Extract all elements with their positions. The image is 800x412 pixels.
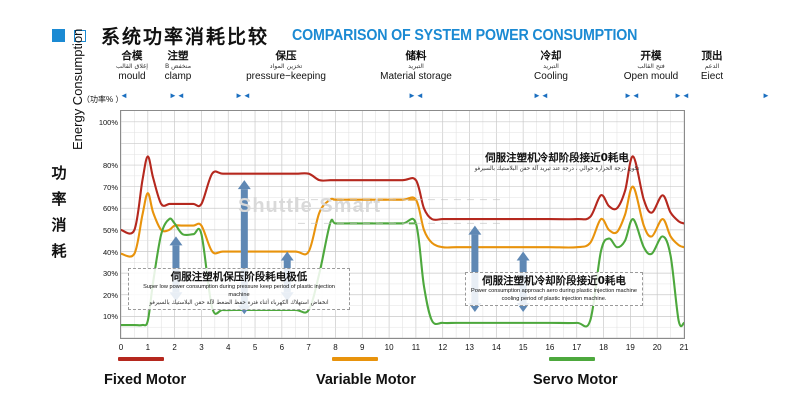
x-tick-label: 16 <box>545 343 555 352</box>
x-tick-label: 15 <box>518 343 528 352</box>
phase-ar: فتح القالب <box>637 63 665 70</box>
x-tick-label: 10 <box>384 343 394 352</box>
x-tick-label: 21 <box>679 343 689 352</box>
x-tick-label: 6 <box>279 343 285 352</box>
x-tick-label: 3 <box>199 343 204 352</box>
phase-ar: منخفض B <box>164 63 192 70</box>
y-tick-label: 100% <box>98 117 118 127</box>
phase-cn: 保压 <box>275 50 297 62</box>
callout-pressure-low-en: Super low power consumption during press… <box>143 284 335 298</box>
x-tick-label: 1 <box>145 343 151 352</box>
phase-divider-marker: ► <box>762 91 770 100</box>
phase-divider-marker: ◄ <box>120 91 128 100</box>
y-tick-label: 10% <box>102 312 118 322</box>
phase-header-mould: 合模 إغلاق القالب mould <box>87 50 177 83</box>
x-tick-label: 19 <box>625 343 635 352</box>
phase-en: pressure−keeping <box>246 71 326 82</box>
y-axis-label-chinese: 功率消耗 <box>51 164 67 260</box>
callout-pressure-low-cn: 伺服注塑机保压阶段耗电极低 <box>170 271 308 283</box>
callout-cooling-top-ar: تكون درجة الحرارة حوالي ، درجة عند تبريد… <box>474 166 640 172</box>
phase-en: clamp <box>164 71 192 82</box>
callout-pressure-low: 伺服注塑机保压阶段耗电极低 Super low power consumptio… <box>128 268 350 310</box>
x-tick-label: 9 <box>360 343 365 352</box>
y-tick-label: 80% <box>102 161 118 171</box>
y-tick-label: 20% <box>102 290 118 300</box>
phase-en: Eiect <box>700 71 724 82</box>
y-tick-label: 50% <box>102 225 118 235</box>
page-title: 系统功率消耗比较 COMPARISON OF SYSTEM POWER CONS… <box>52 22 667 49</box>
phase-cn: 开模 <box>640 50 662 62</box>
y-tick-label: 40% <box>102 247 118 257</box>
phase-ar: التبريد <box>408 63 424 70</box>
phase-header-material-storage: 储料 التبريد Material storage <box>371 50 461 83</box>
phase-cn: 合模 <box>121 50 143 62</box>
legend-label-servo-motor: Servo Motor <box>533 372 618 388</box>
y-axis-label-english: Energy Consumption <box>70 28 85 150</box>
phase-cn: 储料 <box>405 50 427 62</box>
phase-divider-marker: ►◄ <box>533 91 549 100</box>
y-axis-ticks: 100% 80% 70% 60% 50% 40% 30% 20% 10% <box>86 110 118 339</box>
phase-en: Material storage <box>380 71 452 82</box>
legend-swatch-variable-motor <box>332 357 378 361</box>
phase-divider-marker: ►◄ <box>235 91 251 100</box>
y-tick-label: 70% <box>102 182 118 192</box>
x-tick-label: 7 <box>306 343 311 352</box>
x-tick-label: 2 <box>172 343 177 352</box>
phase-header-pressure-keeping: 保压 تخزين المواد pressure−keeping <box>241 50 331 83</box>
x-tick-label: 20 <box>652 343 662 352</box>
series-line-fixed-motor <box>121 155 684 235</box>
phase-ar: الدعم <box>704 63 720 70</box>
y-tick-label: 60% <box>102 204 118 214</box>
callout-cooling-top: 伺服注塑机冷却阶段接近0耗电 تكون درجة الحرارة حوالي ،… <box>452 152 662 173</box>
y-axis-unit: （功率% ） <box>82 95 124 104</box>
callout-cooling-zero-cn: 伺服注塑机冷却阶段接近0耗电 <box>482 275 626 287</box>
phase-ar: تخزين المواد <box>269 63 303 70</box>
phase-ar: إغلاق القالب <box>116 63 148 70</box>
callout-cooling-top-cn: 伺服注塑机冷却阶段接近0耗电 <box>485 152 629 164</box>
phase-ar: التبريد <box>543 63 559 70</box>
phase-divider-marker: ►◄ <box>674 91 690 100</box>
phase-en: Cooling <box>534 71 568 82</box>
phase-cn: 注塑 <box>167 50 189 62</box>
phase-divider-marker: ►◄ <box>624 91 640 100</box>
phase-divider-marker: ►◄ <box>169 91 185 100</box>
phase-header-open-mould: 开模 فتح القالب Open mould <box>606 50 696 83</box>
x-tick-label: 17 <box>572 343 582 352</box>
phase-cn: 冷却 <box>540 50 562 62</box>
x-tick-label: 5 <box>252 343 258 352</box>
phase-header-eiect: 顶出 الدعم Eiect <box>667 50 757 83</box>
phase-en: mould <box>118 71 146 82</box>
title-chinese: 系统功率消耗比较 <box>101 26 270 48</box>
title-english: COMPARISON OF SYSTEM POWER CONSUMPTION <box>292 26 638 44</box>
filled-square-icon <box>52 29 65 42</box>
legend-swatch-servo-motor <box>549 357 595 361</box>
phase-cn: 顶出 <box>701 50 723 62</box>
legend-label-fixed-motor: Fixed Motor <box>104 372 187 388</box>
phase-en: Open mould <box>623 71 679 82</box>
x-tick-label: 12 <box>438 343 448 352</box>
x-tick-label: 14 <box>491 343 501 352</box>
y-tick-label: 30% <box>102 269 118 279</box>
legend-swatch-fixed-motor <box>118 357 164 361</box>
x-tick-label: 13 <box>465 343 474 352</box>
x-tick-label: 8 <box>333 343 338 352</box>
x-tick-label: 11 <box>411 343 421 352</box>
x-tick-label: 0 <box>118 343 124 352</box>
x-tick-label: 4 <box>226 343 231 352</box>
phase-header-cooling: 冷却 التبريد Cooling <box>506 50 596 83</box>
callout-pressure-low-ar: انخفاض استهلاك الكهرباء أثناء فترة حفظ ا… <box>149 300 329 306</box>
phase-divider-marker: ►◄ <box>408 91 424 100</box>
legend-label-variable-motor: Variable Motor <box>316 372 416 388</box>
x-tick-label: 18 <box>599 343 609 352</box>
callout-cooling-zero-en: Power consumption approach aero during p… <box>470 288 638 302</box>
hollow-square-icon <box>74 29 86 42</box>
callout-cooling-zero: 伺服注塑机冷却阶段接近0耗电 Power consumption approac… <box>465 272 643 306</box>
